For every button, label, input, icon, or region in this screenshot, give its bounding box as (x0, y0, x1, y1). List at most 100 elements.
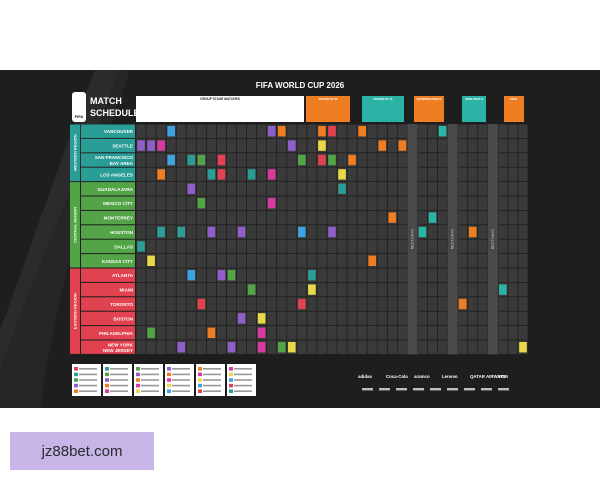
grid-cell (498, 297, 508, 311)
legend-line (110, 384, 128, 387)
grid-cell (176, 138, 186, 153)
watermark-banner[interactable]: jz88bet.com (10, 432, 154, 470)
grid-cell (297, 167, 307, 182)
grid-cell (277, 210, 287, 225)
grid-cell (246, 268, 257, 282)
grid-cell (327, 138, 337, 153)
grid-cell (257, 138, 267, 153)
grid-cell (206, 196, 217, 210)
grid-cell (156, 210, 166, 225)
grid-cell (156, 326, 166, 340)
grid-cell (518, 297, 528, 311)
grid-cell (257, 225, 267, 239)
grid-cell (297, 138, 307, 153)
legend-swatch (105, 389, 109, 393)
grid-cell (206, 268, 217, 282)
grid-cell (437, 239, 448, 254)
grid-cell (317, 182, 327, 196)
grid-cell (236, 297, 247, 311)
grid-cell (317, 282, 327, 297)
match-marker (438, 126, 447, 137)
grid-cell (337, 297, 347, 311)
grid-cell (206, 138, 217, 153)
grid-cell (146, 210, 156, 225)
grid-cell (347, 254, 357, 268)
grid-cell (186, 196, 196, 210)
match-marker (298, 154, 306, 166)
match-marker (277, 342, 286, 353)
grid-cell (387, 124, 397, 138)
schedule-grid-graphic: FIFA WORLD CUP 2026 FIFA MATCH SCHEDULE … (0, 70, 528, 408)
legend-swatch (167, 378, 171, 382)
grid-cell (317, 340, 327, 354)
grid-cell (307, 153, 317, 167)
grid-cell (146, 239, 156, 254)
stage-header (504, 96, 524, 122)
city-band (81, 254, 135, 268)
match-marker (287, 140, 296, 151)
grid-cell (186, 167, 196, 182)
grid-cell (246, 239, 257, 254)
grid-cell (156, 254, 166, 268)
stage-header (306, 96, 350, 122)
legend-swatch (74, 378, 78, 382)
grid-cell (518, 254, 528, 268)
city-label: KANSAS CITY (102, 259, 133, 264)
grid-cell (176, 282, 186, 297)
grid-cell (327, 326, 337, 340)
grid-cell (267, 210, 277, 225)
grid-cell (468, 268, 478, 282)
legend-line (79, 379, 97, 381)
grid-cell (508, 225, 518, 239)
grid-cell (437, 268, 448, 282)
city-label: SEATTLE (112, 144, 133, 149)
grid-cell (216, 254, 227, 268)
grid-cell (417, 182, 428, 196)
grid-cell (367, 340, 377, 354)
grid-cell (417, 282, 428, 297)
grid-cell (468, 182, 478, 196)
match-marker (207, 327, 216, 338)
city-band (81, 138, 135, 153)
match-marker (267, 126, 276, 137)
grid-cell (246, 326, 257, 340)
legend-line (141, 384, 159, 387)
grid-cell (377, 282, 387, 297)
grid-cell (347, 182, 357, 196)
grid-cell (136, 124, 146, 138)
grid-cell (327, 254, 337, 268)
grid-cell (458, 268, 468, 282)
grid-cell (317, 167, 327, 182)
grid-cell (267, 239, 277, 254)
grid-cell (498, 311, 508, 326)
grid-cell (136, 340, 146, 354)
grid-cell (166, 167, 176, 182)
grid-cell (196, 326, 206, 340)
stage-header (362, 96, 404, 122)
match-marker (428, 212, 437, 223)
legend-swatch (167, 367, 171, 371)
grid-cell (206, 282, 217, 297)
grid-cell (246, 196, 257, 210)
city-band (81, 167, 135, 182)
grid-cell (166, 239, 176, 254)
supporter-logo (498, 388, 509, 391)
grid-cell (427, 124, 438, 138)
city-label: MIAMI (119, 288, 133, 293)
watermark-text[interactable]: jz88bet.com (41, 442, 123, 460)
grid-cell (498, 225, 508, 239)
grid-cell (156, 282, 166, 297)
grid-cell (468, 196, 478, 210)
grid-cell (287, 254, 297, 268)
legend-swatch (198, 372, 202, 377)
supporter-logo (362, 388, 373, 391)
grid-cell (377, 311, 387, 326)
sponsor-logo: VISA (498, 374, 509, 379)
grid-cell (317, 326, 327, 340)
match-marker (167, 126, 176, 137)
legend-swatch (198, 378, 202, 382)
grid-cell (176, 196, 186, 210)
grid-cell (478, 124, 488, 138)
grid-cell (317, 268, 327, 282)
grid-cell (508, 254, 518, 268)
